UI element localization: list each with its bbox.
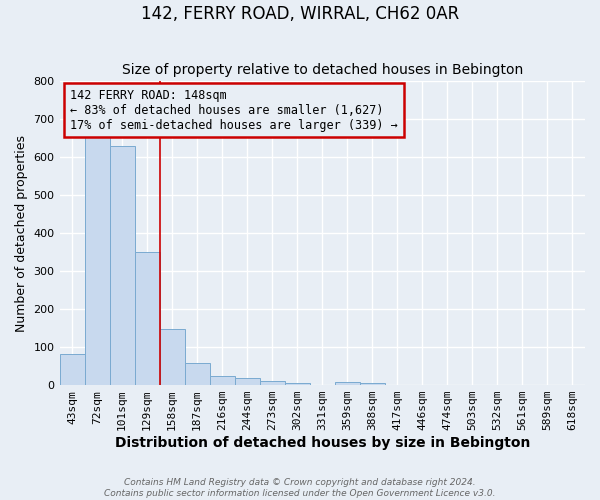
Bar bbox=[59, 354, 85, 385]
Bar bbox=[260, 380, 285, 385]
Bar bbox=[110, 146, 134, 385]
Bar bbox=[134, 252, 160, 385]
Bar bbox=[360, 383, 385, 385]
Text: 142 FERRY ROAD: 148sqm
← 83% of detached houses are smaller (1,627)
17% of semi-: 142 FERRY ROAD: 148sqm ← 83% of detached… bbox=[70, 88, 398, 132]
Bar bbox=[209, 376, 235, 385]
Text: 142, FERRY ROAD, WIRRAL, CH62 0AR: 142, FERRY ROAD, WIRRAL, CH62 0AR bbox=[141, 5, 459, 23]
Bar bbox=[85, 133, 110, 385]
X-axis label: Distribution of detached houses by size in Bebington: Distribution of detached houses by size … bbox=[115, 436, 530, 450]
Bar bbox=[160, 329, 185, 385]
Y-axis label: Number of detached properties: Number of detached properties bbox=[15, 134, 28, 332]
Bar bbox=[185, 364, 209, 385]
Bar bbox=[235, 378, 260, 385]
Bar bbox=[285, 383, 310, 385]
Text: Contains HM Land Registry data © Crown copyright and database right 2024.
Contai: Contains HM Land Registry data © Crown c… bbox=[104, 478, 496, 498]
Bar bbox=[335, 382, 360, 385]
Title: Size of property relative to detached houses in Bebington: Size of property relative to detached ho… bbox=[122, 63, 523, 77]
